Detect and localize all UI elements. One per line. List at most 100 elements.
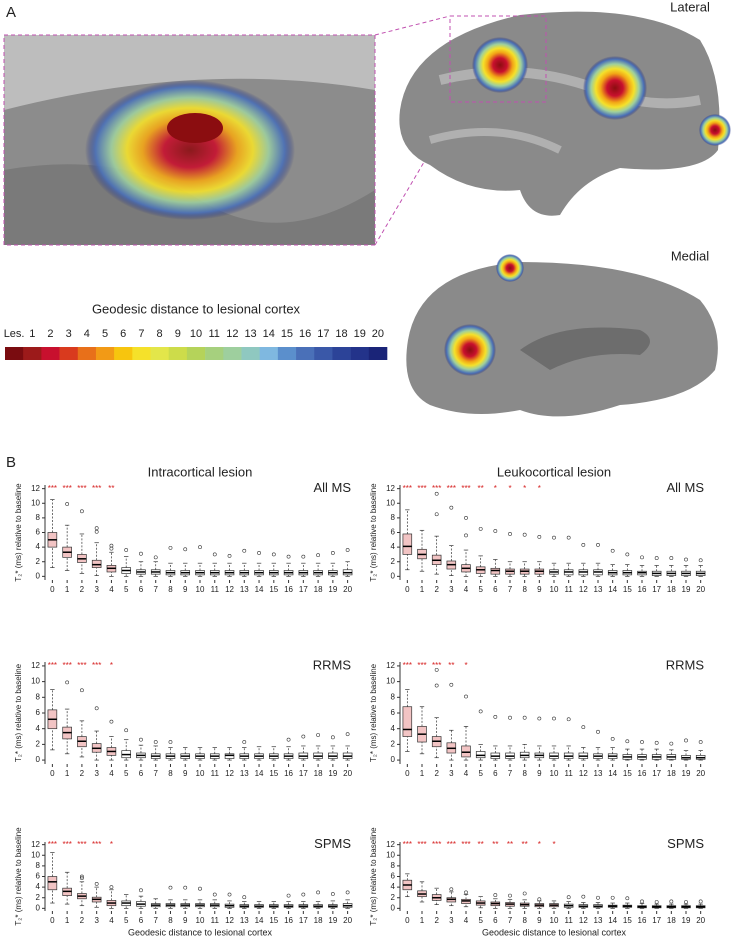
x-axis-label: Geodesic distance to lesional cortex [482, 927, 627, 937]
y-axis-label: T₂* (ms) relative to baseline [369, 663, 378, 762]
x-tick-label: 5 [478, 585, 483, 594]
x-tick-label: 10 [196, 769, 205, 778]
colorbar-label: 10 [190, 328, 202, 340]
outlier [316, 890, 320, 895]
significance: *** [77, 840, 86, 849]
x-tick-label: 7 [508, 916, 513, 925]
outlier [508, 715, 512, 720]
outlier [257, 551, 261, 555]
x-tick-label: 9 [537, 585, 542, 594]
x-tick-label: 2 [434, 585, 439, 594]
outlier [464, 890, 468, 895]
x-tick-label: 4 [464, 769, 469, 778]
x-tick-label: 8 [168, 769, 173, 778]
significance: *** [432, 484, 441, 493]
outlier [464, 694, 468, 699]
y-axis-label: T₂* (ms) relative to baseline [14, 663, 23, 762]
outlier [286, 737, 291, 742]
y-tick-label: 0 [36, 755, 41, 764]
colorbar-label: 15 [281, 328, 293, 340]
outlier [168, 545, 173, 550]
outlier [449, 505, 454, 510]
outlier [80, 874, 84, 879]
y-tick-label: 8 [36, 513, 41, 522]
significance: *** [432, 840, 441, 849]
x-tick-label: 12 [579, 769, 588, 778]
colorbar-label: 14 [263, 328, 275, 340]
x-tick-label: 1 [420, 585, 425, 594]
significance: * [464, 661, 467, 670]
outlier [434, 491, 439, 496]
x-tick-label: 19 [328, 585, 337, 594]
significance: * [110, 840, 113, 849]
outlier [139, 888, 143, 893]
outlier [654, 900, 659, 904]
outlier [464, 533, 468, 538]
outlier [625, 896, 630, 901]
colorbar-label: 3 [66, 328, 72, 340]
x-tick-label: 18 [314, 585, 323, 594]
colorbar-label: 1 [29, 328, 35, 340]
outlier [65, 502, 70, 506]
x-tick-label: 6 [139, 585, 144, 594]
outlier [581, 543, 586, 547]
box [224, 753, 235, 759]
y-tick-label: 6 [36, 872, 41, 881]
outlier [566, 535, 571, 540]
x-tick-label: 0 [405, 769, 410, 778]
outlier [286, 893, 291, 898]
outlier [596, 729, 600, 734]
y-tick-label: 4 [36, 542, 41, 551]
x-tick-label: 3 [449, 769, 454, 778]
outlier [271, 552, 276, 557]
outlier [449, 682, 454, 687]
outlier [581, 725, 586, 730]
outlier [139, 551, 143, 556]
outlier [610, 895, 615, 900]
x-tick-label: 0 [50, 916, 55, 925]
x-tick-label: 18 [314, 916, 323, 925]
outlier [94, 882, 99, 886]
x-tick-label: 11 [211, 585, 220, 594]
y-tick-label: 8 [391, 513, 396, 522]
colorbar-label: 13 [244, 328, 256, 340]
x-tick-label: 16 [638, 916, 647, 925]
significance: *** [461, 484, 470, 493]
outlier [596, 543, 600, 547]
x-tick-label: 19 [682, 916, 691, 925]
significance: * [508, 484, 511, 493]
x-tick-label: 9 [537, 769, 542, 778]
y-tick-label: 8 [391, 692, 396, 701]
outlier [537, 716, 542, 721]
x-tick-label: 2 [80, 769, 85, 778]
panel-title: All MS [313, 480, 351, 495]
panel-title: All MS [666, 480, 704, 495]
outlier [316, 553, 320, 558]
outlier [625, 552, 630, 557]
colorbar-label: 20 [372, 328, 384, 340]
x-tick-label: 19 [682, 585, 691, 594]
x-tick-label: 5 [124, 916, 129, 925]
y-tick-label: 6 [391, 528, 396, 537]
significance: *** [77, 484, 86, 493]
significance: * [552, 840, 555, 849]
x-tick-label: 0 [50, 585, 55, 594]
x-tick-label: 1 [420, 769, 425, 778]
significance: *** [417, 484, 426, 493]
x-tick-label: 3 [449, 585, 454, 594]
outlier [198, 545, 202, 550]
x-tick-label: 20 [343, 769, 352, 778]
y-tick-label: 12 [31, 484, 40, 493]
colorbar-cell [241, 347, 260, 360]
x-tick-label: 11 [211, 769, 220, 778]
panel-title: RRMS [313, 657, 352, 672]
panel-subtitle: Leukocortical lesion [497, 464, 611, 479]
x-tick-label: 0 [405, 916, 410, 925]
significance: *** [461, 840, 470, 849]
x-tick-label: 7 [508, 769, 513, 778]
outlier [493, 893, 498, 897]
x-tick-label: 4 [464, 916, 469, 925]
outlier [94, 529, 99, 534]
x-tick-label: 4 [109, 916, 114, 925]
outlier [669, 741, 674, 746]
